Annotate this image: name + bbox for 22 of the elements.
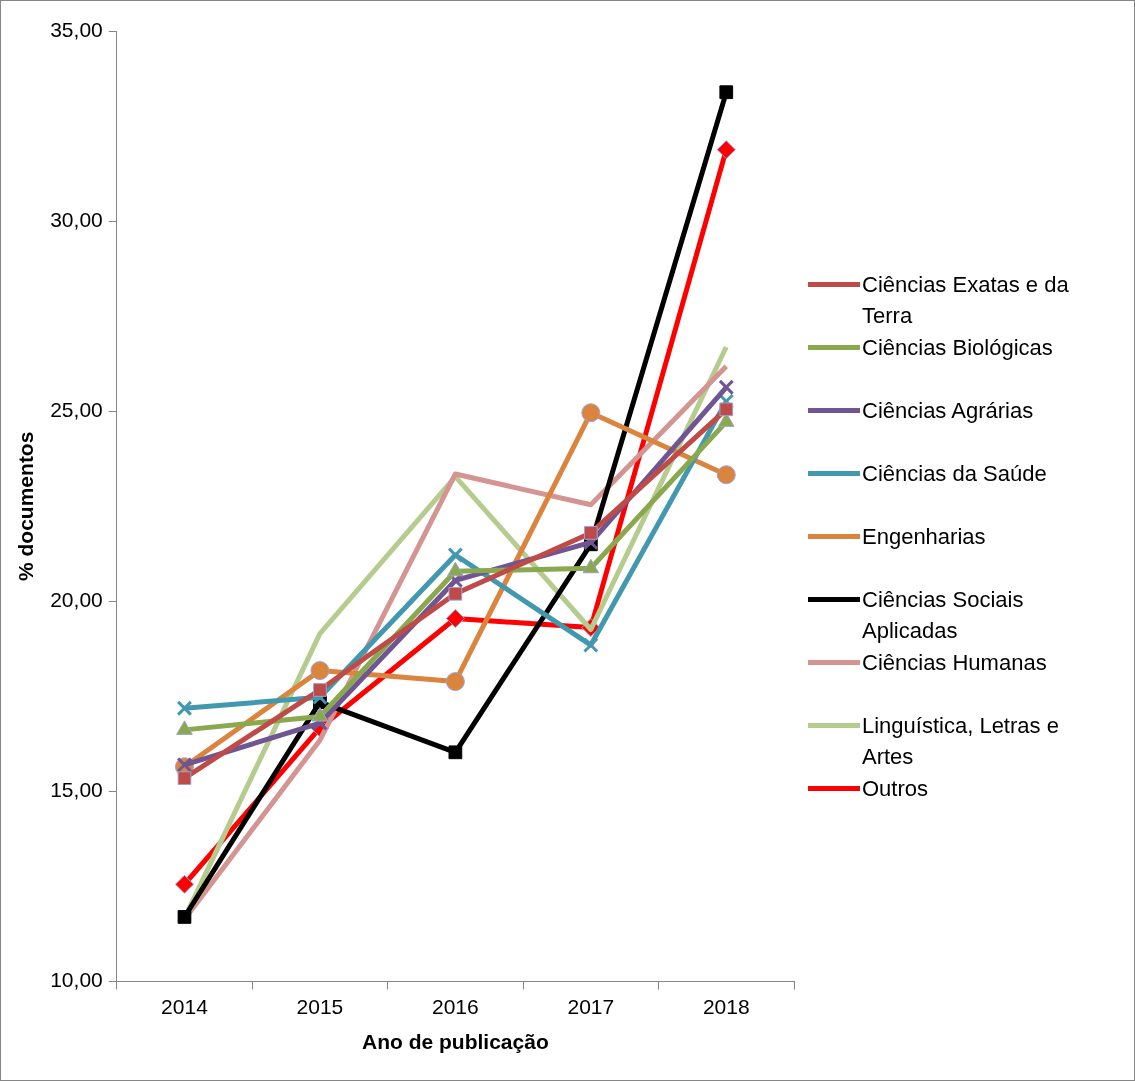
- legend-label: Engenharias: [862, 523, 987, 551]
- legend-label: Ciências Humanas: [862, 649, 1048, 677]
- legend-label: Ciências Agrárias: [862, 397, 1035, 425]
- legend-label: Linguística, Letras e Artes: [862, 712, 1060, 771]
- legend-label: Ciências Exatas e da Terra: [862, 271, 1070, 330]
- y-axis-title: % documentos: [14, 431, 38, 581]
- legend-label: Outros: [862, 775, 930, 803]
- legend-label: Ciências Biológicas: [862, 334, 1054, 362]
- legend-label: Ciências Sociais Aplicadas: [862, 586, 1025, 645]
- x-tick-label: 2017: [567, 995, 615, 1018]
- legend-label: Ciências da Saúde: [862, 460, 1048, 488]
- x-tick-label: 2015: [296, 995, 344, 1018]
- y-tick-label: 25,00: [50, 398, 103, 422]
- x-tick-label: 2016: [432, 995, 479, 1018]
- y-tick-label: 20,00: [50, 588, 103, 612]
- y-tick-label: 10,00: [50, 968, 103, 992]
- y-tick-label: 15,00: [50, 778, 103, 802]
- x-axis-title: Ano de publicação: [362, 1030, 549, 1054]
- x-tick-label: 2014: [161, 995, 209, 1018]
- x-tick-label: 2018: [702, 995, 750, 1018]
- y-tick-label: 30,00: [50, 207, 103, 231]
- y-tick-label: 35,00: [50, 17, 103, 41]
